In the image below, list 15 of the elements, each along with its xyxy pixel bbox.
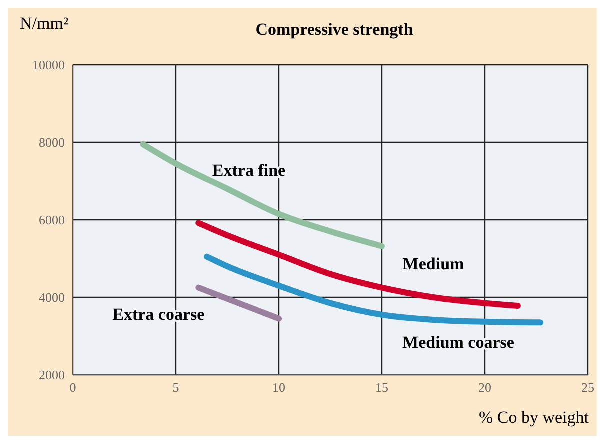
- y-axis-title: N/mm²: [20, 14, 69, 34]
- y-tick-label: 8000: [39, 135, 65, 150]
- x-tick-label: 10: [272, 380, 286, 396]
- x-axis-title: % Co by weight: [478, 408, 589, 428]
- x-tick-label: 15: [376, 380, 388, 396]
- x-tick-label: 25: [582, 380, 594, 396]
- y-tick-label: 2000: [39, 368, 65, 383]
- x-tick-label: 0: [70, 380, 76, 396]
- y-tick-label: 10000: [32, 58, 65, 73]
- x-tick-label: 20: [478, 380, 492, 396]
- y-tick-label: 6000: [39, 212, 65, 228]
- x-tick-label: 5: [172, 380, 180, 396]
- y-tick-label: 4000: [39, 290, 65, 306]
- series-label: Medium: [402, 254, 464, 274]
- chart-title: Compressive strength: [254, 20, 414, 40]
